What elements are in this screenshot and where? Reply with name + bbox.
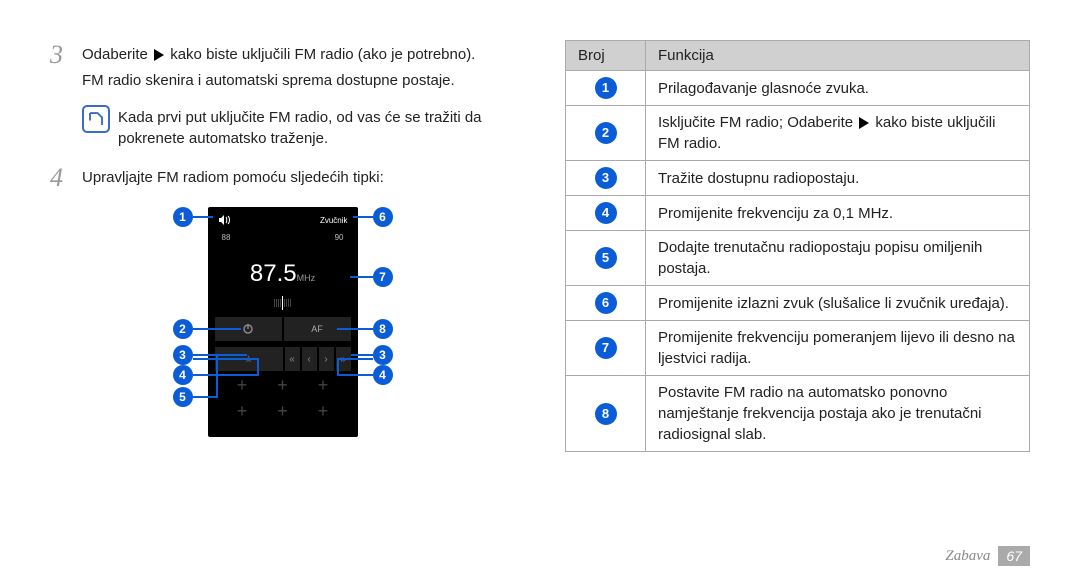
step-number: 4 bbox=[50, 163, 82, 193]
right-column: Broj Funkcija 1 Prilagođavanje glasnoće z… bbox=[565, 40, 1030, 452]
table-row: 3 Tražite dostupnu radiopostaju. bbox=[566, 161, 1030, 196]
row-number: 8 bbox=[595, 403, 617, 425]
footer: Zabava 67 bbox=[945, 546, 1030, 566]
row-number: 2 bbox=[595, 122, 617, 144]
left-column: 3 Odaberite kako biste uključili FM radi… bbox=[50, 40, 515, 452]
step-fwd-icon: › bbox=[319, 347, 334, 371]
page-number: 67 bbox=[998, 546, 1030, 566]
play-icon bbox=[859, 117, 869, 129]
row-number: 1 bbox=[595, 77, 617, 99]
callout-2: 2 bbox=[173, 319, 193, 339]
callout-line bbox=[193, 216, 213, 218]
table-row: 8 Postavite FM radio na automatsko ponovn… bbox=[566, 376, 1030, 452]
row-text: Isključite FM radio; Odaberite kako bist… bbox=[646, 106, 1030, 161]
callout-6: 6 bbox=[373, 207, 393, 227]
play-icon bbox=[154, 49, 164, 61]
callout-5: 5 bbox=[173, 387, 193, 407]
volume-icon bbox=[218, 215, 230, 225]
callout-line bbox=[193, 358, 259, 360]
row-number: 6 bbox=[595, 292, 617, 314]
scale-hi: 90 bbox=[335, 233, 344, 242]
step4-text: Upravljajte FM radiom pomoću sljedećih t… bbox=[82, 167, 515, 190]
table-row: 7 Promijenite frekvenciju pomeranjem lije… bbox=[566, 321, 1030, 376]
step-body: Upravljajte FM radiom pomoću sljedećih t… bbox=[82, 163, 515, 193]
callout-3r: 3 bbox=[373, 345, 393, 365]
callout-line bbox=[351, 354, 373, 356]
callout-line bbox=[353, 216, 373, 218]
callout-line bbox=[337, 358, 373, 360]
step-3: 3 Odaberite kako biste uključili FM radi… bbox=[50, 40, 515, 95]
row-text: Promijenite frekvenciju pomeranjem lijev… bbox=[646, 321, 1030, 376]
frequency-display: 87.5MHz bbox=[214, 242, 352, 294]
col-header-function: Funkcija bbox=[646, 41, 1030, 71]
callout-4l: 4 bbox=[173, 365, 193, 385]
table-row: 4 Promijenite frekvenciju za 0,1 MHz. bbox=[566, 196, 1030, 231]
page: 3 Odaberite kako biste uključili FM radi… bbox=[0, 0, 1080, 472]
callout-line bbox=[216, 355, 218, 397]
callout-line bbox=[337, 328, 373, 330]
row-text: Prilagođavanje glasnoće zvuka. bbox=[646, 71, 1030, 106]
callout-line bbox=[257, 358, 259, 375]
step3-line2: FM radio skenira i automatski sprema dos… bbox=[82, 70, 515, 93]
radio-diagram: Zvučnik 88 90 87.5MHz AF ☆ bbox=[153, 207, 413, 437]
step-number: 3 bbox=[50, 40, 82, 70]
scale-lo: 88 bbox=[222, 233, 231, 242]
col-header-number: Broj bbox=[566, 41, 646, 71]
note-icon bbox=[82, 105, 110, 133]
row-number: 4 bbox=[595, 202, 617, 224]
speaker-label: Zvučnik bbox=[320, 216, 348, 225]
step-4: 4 Upravljajte FM radiom pomoću sljedećih… bbox=[50, 163, 515, 193]
row-number: 3 bbox=[595, 167, 617, 189]
row-number: 5 bbox=[595, 247, 617, 269]
section-name: Zabava bbox=[945, 548, 990, 565]
callout-7: 7 bbox=[373, 267, 393, 287]
function-table: Broj Funkcija 1 Prilagođavanje glasnoće z… bbox=[565, 40, 1030, 452]
table-row: 2 Isključite FM radio; Odaberite kako bis… bbox=[566, 106, 1030, 161]
table-row: 1 Prilagođavanje glasnoće zvuka. bbox=[566, 71, 1030, 106]
callout-3l: 3 bbox=[173, 345, 193, 365]
scale: 88 90 bbox=[214, 227, 352, 242]
callout-line bbox=[193, 374, 259, 376]
row-text: Postavite FM radio na automatsko ponovno… bbox=[646, 376, 1030, 452]
table-header-row: Broj Funkcija bbox=[566, 41, 1030, 71]
callout-line bbox=[337, 374, 373, 376]
seek-back-icon: « bbox=[285, 347, 300, 371]
callout-line bbox=[193, 328, 241, 330]
callout-line bbox=[337, 358, 339, 375]
preset-row-2: +++ bbox=[214, 398, 352, 424]
step-back-icon: ‹ bbox=[302, 347, 317, 371]
callout-4r: 4 bbox=[373, 365, 393, 385]
callout-1: 1 bbox=[173, 207, 193, 227]
freq-unit: MHz bbox=[297, 273, 316, 283]
step3-text-b: kako biste uključili FM radio (ako je po… bbox=[170, 46, 475, 63]
table-row: 5 Dodajte trenutačnu radiopostaju popisu … bbox=[566, 231, 1030, 286]
table-row: 6 Promijenite izlazni zvuk (slušalice li … bbox=[566, 286, 1030, 321]
row-text: Tražite dostupnu radiopostaju. bbox=[646, 161, 1030, 196]
row-text: Promijenite izlazni zvuk (slušalice li z… bbox=[646, 286, 1030, 321]
freq-value: 87.5 bbox=[250, 260, 297, 287]
step3-text-a: Odaberite bbox=[82, 46, 152, 63]
note: Kada prvi put uključite FM radio, od vas… bbox=[82, 105, 515, 149]
phone-topbar: Zvučnik bbox=[214, 213, 352, 227]
phone-graphic: Zvučnik 88 90 87.5MHz AF ☆ bbox=[208, 207, 358, 437]
step-body: Odaberite kako biste uključili FM radio … bbox=[82, 40, 515, 95]
row-text: Promijenite frekvenciju za 0,1 MHz. bbox=[646, 196, 1030, 231]
callout-line bbox=[193, 396, 218, 398]
note-text: Kada prvi put uključite FM radio, od vas… bbox=[118, 105, 515, 149]
callout-8: 8 bbox=[373, 319, 393, 339]
row2-text-a: Isključite FM radio; Odaberite bbox=[658, 114, 857, 131]
row-text: Dodajte trenutačnu radiopostaju popisu o… bbox=[646, 231, 1030, 286]
callout-line bbox=[193, 354, 247, 356]
row-number: 7 bbox=[595, 337, 617, 359]
callout-line bbox=[350, 276, 373, 278]
dial bbox=[214, 294, 352, 312]
